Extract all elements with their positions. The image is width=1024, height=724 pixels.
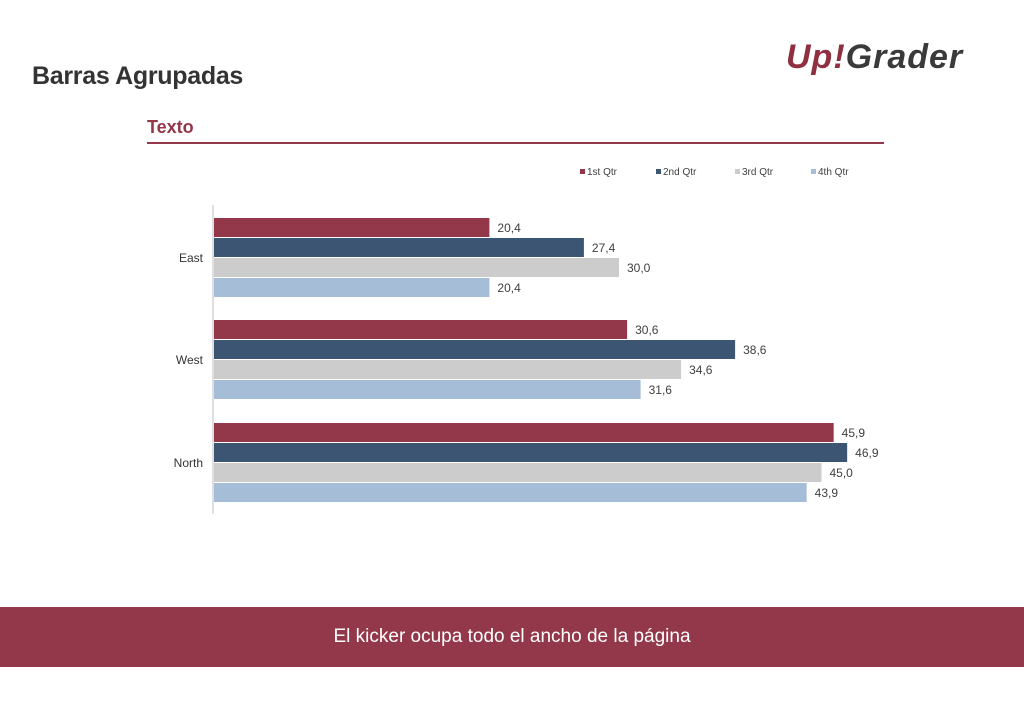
data-label-east-q3: 30,0 bbox=[627, 261, 651, 275]
chart-bars bbox=[214, 218, 848, 502]
section-title: Texto bbox=[147, 117, 194, 137]
legend-label-q3: 3rd Qtr bbox=[742, 167, 774, 178]
bar-east-q3 bbox=[214, 258, 619, 277]
legend-swatch-q2 bbox=[656, 169, 661, 174]
data-label-east-q2: 27,4 bbox=[592, 241, 616, 255]
bar-west-q2 bbox=[214, 340, 736, 359]
data-label-east-q1: 20,4 bbox=[497, 221, 521, 235]
category-label-west: West bbox=[176, 353, 204, 367]
data-label-west-q4: 31,6 bbox=[649, 383, 673, 397]
bar-north-q1 bbox=[214, 423, 834, 442]
page-title: Barras Agrupadas bbox=[32, 62, 244, 90]
bar-west-q1 bbox=[214, 320, 628, 339]
logo-grader-text: Grader bbox=[845, 38, 964, 76]
bar-east-q4 bbox=[214, 278, 490, 297]
legend-label-q2: 2nd Qtr bbox=[663, 167, 697, 178]
legend-swatch-q3 bbox=[735, 169, 740, 174]
data-labels: 20,4 27,4 30,0 20,4 30,6 38,6 34,6 31,6 45,9 46,9… bbox=[497, 221, 878, 500]
section-divider bbox=[147, 142, 884, 144]
bar-north-q2 bbox=[214, 443, 848, 462]
kicker-banner: El kicker ocupa todo el ancho de la pági… bbox=[0, 607, 1024, 667]
bar-north-q3 bbox=[214, 463, 822, 482]
bar-north-q4 bbox=[214, 483, 807, 502]
data-label-north-q2: 46,9 bbox=[855, 446, 879, 460]
logo-exclamation: ! bbox=[833, 38, 846, 76]
data-label-east-q4: 20,4 bbox=[497, 281, 521, 295]
category-label-east: East bbox=[179, 251, 204, 265]
data-label-north-q1: 45,9 bbox=[842, 426, 866, 440]
grouped-bar-chart: 1st Qtr 2nd Qtr 3rd Qtr 4th Qtr East West Nor… bbox=[174, 167, 879, 514]
category-label-north: North bbox=[174, 456, 203, 470]
kicker-text: El kicker ocupa todo el ancho de la pági… bbox=[333, 626, 691, 647]
legend-swatch-q4 bbox=[811, 169, 816, 174]
legend-label-q4: 4th Qtr bbox=[818, 167, 849, 178]
data-label-north-q4: 43,9 bbox=[815, 486, 839, 500]
bar-east-q1 bbox=[214, 218, 490, 237]
brand-logo: Up!Grader bbox=[786, 38, 963, 77]
legend-label-q1: 1st Qtr bbox=[587, 167, 618, 178]
logo-up-text: Up bbox=[786, 38, 834, 76]
bar-east-q2 bbox=[214, 238, 584, 257]
bar-west-q4 bbox=[214, 380, 641, 399]
data-label-west-q1: 30,6 bbox=[635, 323, 659, 337]
data-label-west-q3: 34,6 bbox=[689, 363, 713, 377]
data-label-north-q3: 45,0 bbox=[830, 466, 854, 480]
bar-west-q3 bbox=[214, 360, 682, 379]
chart-legend: 1st Qtr 2nd Qtr 3rd Qtr 4th Qtr bbox=[580, 167, 849, 178]
legend-swatch-q1 bbox=[580, 169, 585, 174]
data-label-west-q2: 38,6 bbox=[743, 343, 767, 357]
category-labels: East West North bbox=[174, 251, 204, 470]
